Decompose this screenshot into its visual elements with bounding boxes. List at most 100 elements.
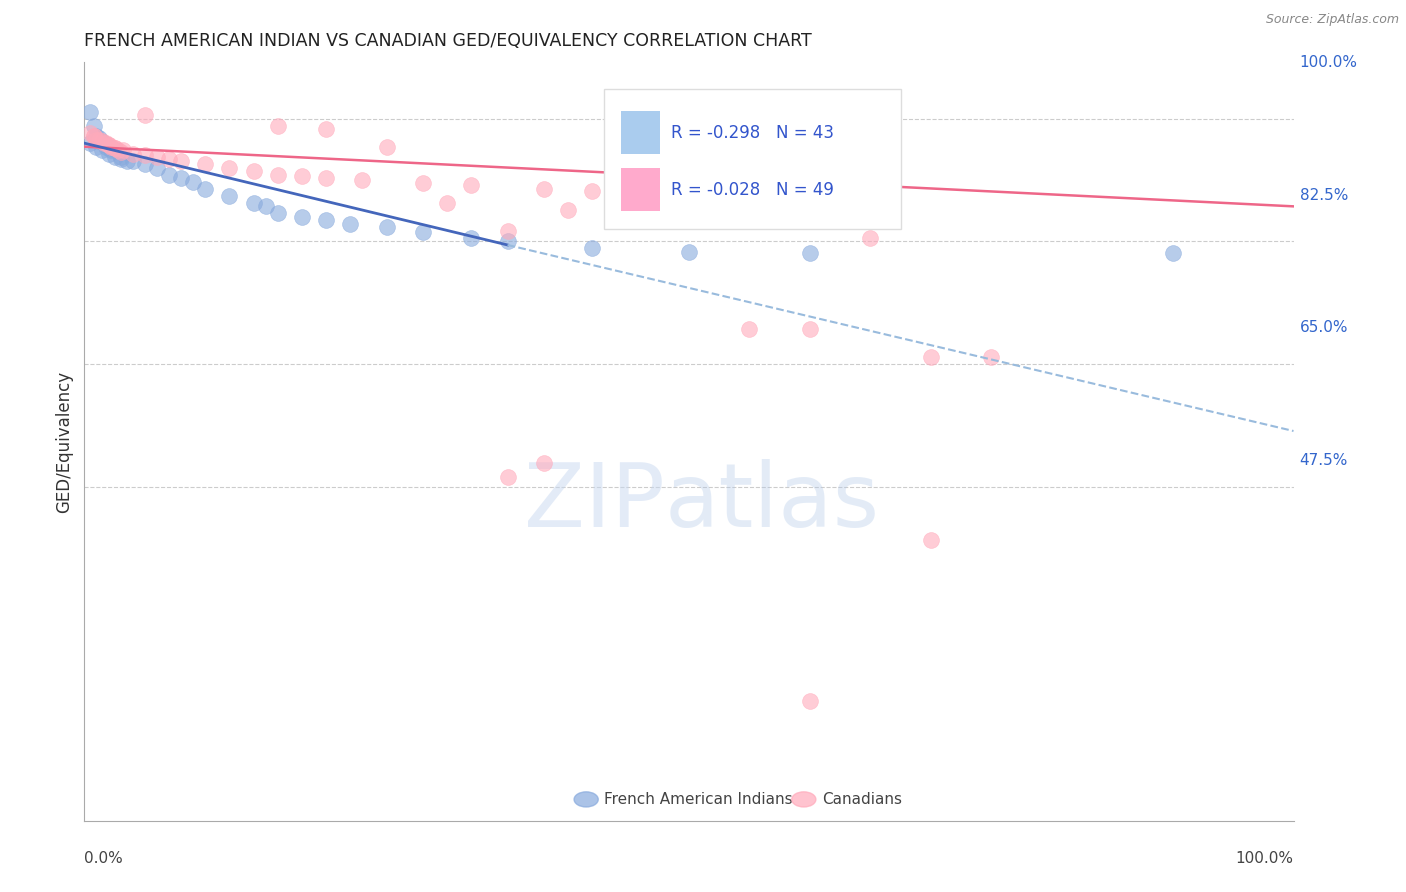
Point [412,176,434,190]
Point [375,139,398,153]
Text: R = -0.028   N = 49: R = -0.028 N = 49 [671,181,834,199]
Point [87,133,110,147]
Point [218,161,240,175]
Point [920,351,942,365]
Point [1161,246,1184,260]
Text: 0.0%: 0.0% [84,851,124,866]
Point [79,126,101,140]
Text: French American Indians: French American Indians [605,792,793,807]
Text: 65.0%: 65.0% [1299,320,1348,335]
Point [799,322,821,336]
Point [97,139,120,153]
Point [267,206,290,220]
Text: 47.5%: 47.5% [1299,453,1348,468]
Point [100,139,122,153]
Text: Canadians: Canadians [823,792,901,807]
Point [157,168,180,182]
Point [87,131,110,145]
Y-axis label: GED/Equivalency: GED/Equivalency [55,370,73,513]
Point [115,153,138,168]
Point [86,133,108,147]
Text: atlas: atlas [665,458,880,546]
Point [315,213,337,227]
Point [79,104,101,119]
Text: R = -0.298   N = 43: R = -0.298 N = 43 [671,124,834,142]
Point [581,184,603,198]
Point [181,175,204,189]
Text: 100.0%: 100.0% [1236,851,1294,866]
Point [121,153,143,168]
Point [581,242,603,256]
Circle shape [792,792,815,807]
Point [104,141,127,155]
Point [87,134,110,148]
Point [799,694,821,708]
Point [97,138,120,153]
Point [496,469,519,483]
Point [980,351,1002,365]
Text: Source: ZipAtlas.com: Source: ZipAtlas.com [1265,13,1399,27]
Point [496,235,519,249]
Point [110,150,132,164]
Point [533,456,555,470]
Point [412,225,434,239]
Point [291,210,314,224]
Point [170,153,193,168]
Point [146,150,169,164]
Point [91,134,114,148]
Point [112,143,135,157]
Point [83,129,105,144]
Point [339,217,361,231]
Text: FRENCH AMERICAN INDIAN VS CANADIAN GED/EQUIVALENCY CORRELATION CHART: FRENCH AMERICAN INDIAN VS CANADIAN GED/E… [84,32,813,50]
Point [194,182,217,196]
Point [94,138,117,153]
Circle shape [574,792,599,807]
FancyBboxPatch shape [605,89,901,229]
Point [79,136,101,151]
Point [110,153,132,167]
Point [315,122,337,136]
Point [83,119,105,133]
Point [104,150,127,164]
Point [267,168,290,182]
Point [90,134,112,148]
Point [170,171,193,186]
Point [436,195,458,210]
Point [104,141,127,155]
Point [94,139,117,153]
Text: ZIP: ZIP [524,458,665,546]
Point [97,138,120,153]
Point [100,141,122,155]
Point [134,148,156,162]
Point [496,224,519,238]
Point [100,143,122,157]
Point [460,178,482,193]
Point [134,157,156,171]
FancyBboxPatch shape [621,111,659,154]
Point [121,146,143,161]
Point [110,145,132,160]
Point [375,220,398,235]
Point [859,231,882,245]
Point [93,136,115,151]
Point [291,169,314,184]
Point [194,157,217,171]
Point [315,170,337,185]
Point [460,231,482,245]
Text: 82.5%: 82.5% [1299,187,1348,202]
Point [267,119,290,133]
Point [93,136,115,151]
Point [218,189,240,203]
Text: 100.0%: 100.0% [1299,55,1358,70]
Point [86,139,108,153]
FancyBboxPatch shape [621,168,659,211]
Point [107,143,129,157]
Point [91,143,114,157]
Point [146,161,169,175]
Point [97,146,120,161]
Point [242,195,264,210]
Point [157,153,180,167]
Point [920,533,942,547]
Point [86,129,108,144]
Point [83,129,105,144]
